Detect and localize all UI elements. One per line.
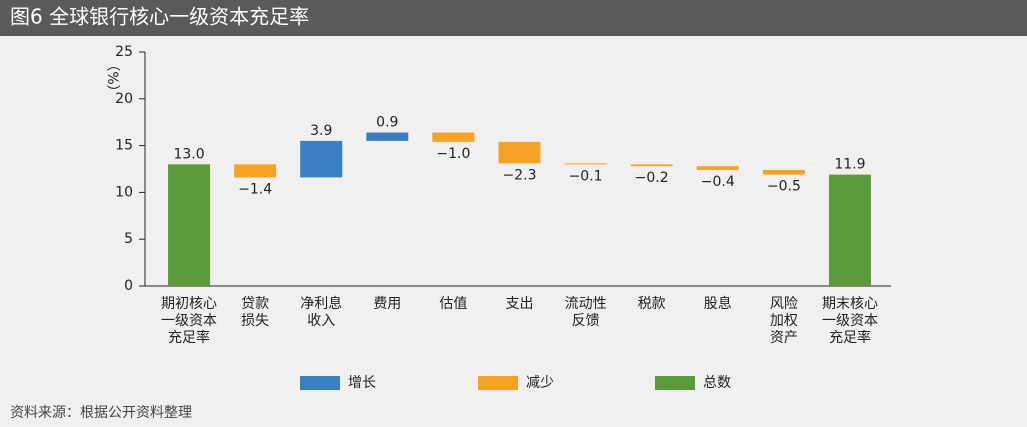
value-label: −0.4 (701, 174, 735, 190)
bar (762, 169, 805, 175)
x-tick-line: 一级资本 (161, 313, 217, 329)
x-tick-label: 净利息收入 (300, 295, 342, 329)
value-label: 11.9 (834, 157, 865, 173)
legend-swatch (478, 376, 518, 390)
x-tick-label: 股息 (704, 295, 732, 312)
value-label: 3.9 (310, 123, 332, 139)
x-tick-line: 贷款 (241, 296, 269, 312)
x-tick-label: 费用 (373, 296, 401, 312)
x-tick-label: 期末核心一级资本充足率 (822, 296, 878, 346)
y-axis-label: （%） (104, 57, 120, 98)
x-tick-line: 一级资本 (822, 313, 878, 329)
legend-swatch (300, 376, 340, 390)
title-bar (0, 0, 1027, 36)
y-tick-label: 0 (124, 278, 133, 294)
x-tick-label: 支出 (506, 296, 534, 312)
bar (432, 132, 475, 142)
legend-label: 减少 (526, 375, 554, 391)
x-tick-line: 净利息 (300, 295, 342, 312)
bar (630, 164, 673, 167)
x-tick-label: 风险加权资产 (770, 296, 798, 346)
source: 资料来源：根据公开资料整理 (10, 405, 192, 421)
bar (366, 132, 409, 141)
value-label: −0.5 (767, 179, 801, 195)
value-label: −1.4 (238, 181, 272, 197)
legend-label: 增长 (348, 375, 376, 391)
y-tick-label: 15 (115, 138, 133, 154)
x-tick-label: 贷款损失 (241, 296, 269, 329)
bar (696, 166, 739, 170)
y-tick-label: 10 (115, 184, 133, 200)
x-tick-label: 期初核心一级资本充足率 (161, 295, 217, 346)
bar (498, 141, 541, 164)
x-tick-line: 税款 (638, 296, 666, 312)
x-tick-line: 加权 (770, 313, 798, 329)
bar (828, 174, 871, 286)
x-tick-label: 税款 (638, 296, 666, 312)
value-label: 0.9 (376, 114, 398, 130)
value-label: 13.0 (173, 146, 204, 162)
x-tick-label: 流动性反馈 (565, 296, 607, 329)
y-tick-label: 5 (124, 231, 133, 247)
x-tick-line: 期末核心 (822, 296, 878, 312)
x-tick-line: 费用 (373, 296, 401, 312)
bar (234, 164, 277, 178)
value-label: −0.1 (569, 168, 603, 184)
legend-swatch (655, 376, 695, 390)
x-tick-line: 充足率 (168, 329, 210, 346)
y-tick-label: 25 (115, 44, 133, 60)
x-tick-line: 股息 (704, 295, 732, 312)
x-tick-line: 期初核心 (161, 295, 217, 312)
value-label: −0.2 (635, 170, 669, 186)
bar (300, 140, 343, 178)
value-label: −1.0 (436, 146, 470, 162)
x-tick-line: 损失 (241, 313, 269, 329)
x-tick-line: 收入 (307, 313, 335, 329)
x-tick-line: 充足率 (829, 329, 871, 346)
x-tick-line: 流动性 (565, 296, 607, 312)
bar (168, 164, 211, 286)
value-label: −2.3 (503, 167, 537, 183)
x-tick-line: 支出 (506, 296, 534, 312)
bar (564, 163, 607, 165)
x-tick-line: 估值 (439, 296, 467, 312)
legend-label: 总数 (703, 375, 731, 391)
x-tick-line: 资产 (770, 330, 798, 346)
y-tick-label: 20 (115, 91, 133, 107)
x-tick-label: 估值 (439, 296, 467, 312)
x-tick-line: 风险 (770, 296, 798, 312)
x-tick-line: 反馈 (572, 313, 600, 329)
chart-title: 图6 全球银行核心一级资本充足率 (10, 5, 309, 29)
